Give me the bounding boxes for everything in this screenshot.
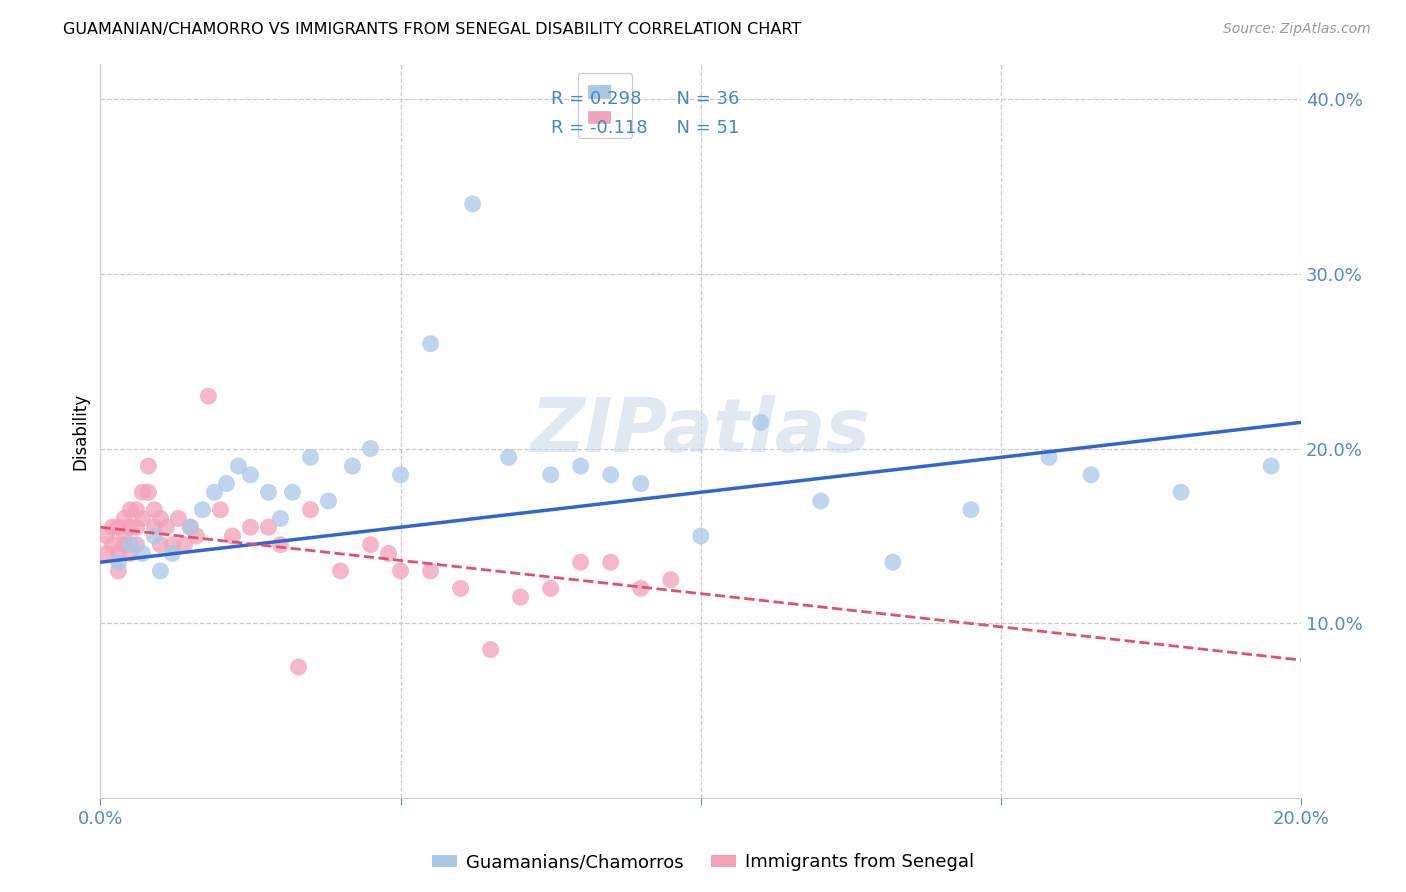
Point bbox=[179, 520, 201, 534]
Point bbox=[125, 520, 148, 534]
Point bbox=[1260, 458, 1282, 473]
Legend: , : , bbox=[578, 73, 631, 138]
Point bbox=[228, 458, 250, 473]
Point bbox=[96, 529, 118, 543]
Point bbox=[162, 538, 184, 552]
Point bbox=[509, 590, 531, 604]
Point bbox=[960, 502, 983, 516]
Point bbox=[149, 538, 172, 552]
Point bbox=[186, 529, 208, 543]
Point bbox=[197, 389, 219, 403]
Text: N = 36: N = 36 bbox=[665, 90, 740, 108]
Point bbox=[569, 458, 592, 473]
Point bbox=[112, 538, 135, 552]
Point bbox=[329, 564, 352, 578]
Text: GUAMANIAN/CHAMORRO VS IMMIGRANTS FROM SENEGAL DISABILITY CORRELATION CHART: GUAMANIAN/CHAMORRO VS IMMIGRANTS FROM SE… bbox=[63, 22, 801, 37]
Y-axis label: Disability: Disability bbox=[72, 392, 89, 470]
Point bbox=[599, 467, 621, 482]
Point bbox=[269, 511, 291, 525]
Text: R = -0.118: R = -0.118 bbox=[551, 120, 647, 137]
Point bbox=[569, 555, 592, 569]
Point bbox=[630, 582, 652, 596]
Point bbox=[419, 336, 441, 351]
Point bbox=[101, 520, 124, 534]
Legend: Guamanians/Chamorros, Immigrants from Senegal: Guamanians/Chamorros, Immigrants from Se… bbox=[425, 847, 981, 879]
Point bbox=[287, 660, 309, 674]
Point bbox=[1038, 450, 1060, 465]
Text: R = 0.298: R = 0.298 bbox=[551, 90, 641, 108]
Point bbox=[107, 546, 129, 560]
Point bbox=[107, 520, 129, 534]
Point bbox=[143, 520, 166, 534]
Point bbox=[461, 197, 484, 211]
Point bbox=[599, 555, 621, 569]
Point bbox=[1080, 467, 1102, 482]
Point bbox=[149, 564, 172, 578]
Point bbox=[155, 520, 177, 534]
Point bbox=[342, 458, 364, 473]
Point bbox=[215, 476, 238, 491]
Point bbox=[107, 564, 129, 578]
Point bbox=[257, 485, 280, 500]
Point bbox=[498, 450, 520, 465]
Point bbox=[318, 494, 340, 508]
Point bbox=[389, 564, 412, 578]
Point bbox=[257, 520, 280, 534]
Point bbox=[120, 538, 142, 552]
Point bbox=[299, 450, 322, 465]
Point bbox=[749, 415, 772, 429]
Point bbox=[360, 442, 382, 456]
Point bbox=[299, 502, 322, 516]
Point bbox=[1170, 485, 1192, 500]
Point bbox=[689, 529, 711, 543]
Point bbox=[479, 642, 502, 657]
Point bbox=[239, 520, 262, 534]
Point bbox=[269, 538, 291, 552]
Point bbox=[239, 467, 262, 482]
Point bbox=[96, 546, 118, 560]
Point bbox=[101, 538, 124, 552]
Point bbox=[659, 573, 682, 587]
Point bbox=[204, 485, 226, 500]
Point bbox=[149, 511, 172, 525]
Point bbox=[120, 520, 142, 534]
Point bbox=[125, 502, 148, 516]
Point bbox=[377, 546, 399, 560]
Point bbox=[162, 546, 184, 560]
Point bbox=[173, 538, 195, 552]
Point bbox=[540, 582, 562, 596]
Point bbox=[112, 511, 135, 525]
Text: ZIPatlas: ZIPatlas bbox=[530, 394, 870, 467]
Point bbox=[131, 511, 153, 525]
Point bbox=[882, 555, 904, 569]
Point bbox=[107, 555, 129, 569]
Point bbox=[191, 502, 214, 516]
Point bbox=[143, 502, 166, 516]
Point bbox=[112, 529, 135, 543]
Point bbox=[143, 529, 166, 543]
Text: N = 51: N = 51 bbox=[665, 120, 740, 137]
Point bbox=[810, 494, 832, 508]
Point bbox=[389, 467, 412, 482]
Point bbox=[131, 546, 153, 560]
Point bbox=[630, 476, 652, 491]
Point bbox=[138, 485, 160, 500]
Point bbox=[120, 546, 142, 560]
Point bbox=[120, 502, 142, 516]
Point bbox=[360, 538, 382, 552]
Point bbox=[450, 582, 472, 596]
Text: Source: ZipAtlas.com: Source: ZipAtlas.com bbox=[1223, 22, 1371, 37]
Point bbox=[179, 520, 201, 534]
Point bbox=[419, 564, 441, 578]
Point bbox=[131, 485, 153, 500]
Point bbox=[209, 502, 232, 516]
Point bbox=[125, 538, 148, 552]
Point bbox=[540, 467, 562, 482]
Point bbox=[281, 485, 304, 500]
Point bbox=[221, 529, 243, 543]
Point bbox=[167, 511, 190, 525]
Point bbox=[138, 458, 160, 473]
